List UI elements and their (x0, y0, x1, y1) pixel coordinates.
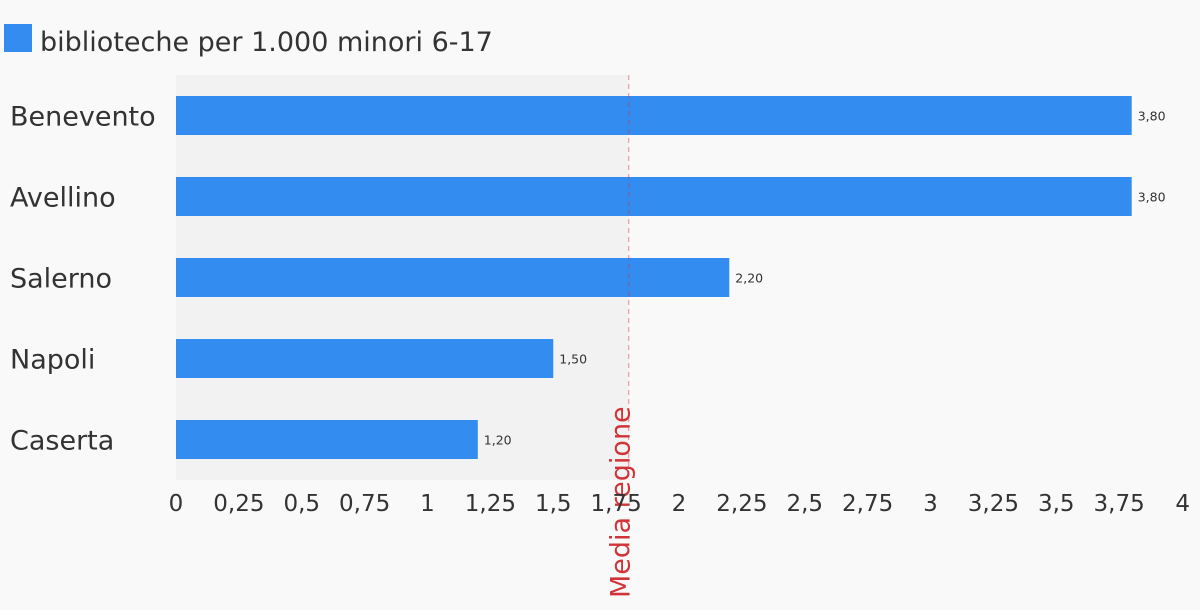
bar (176, 258, 730, 297)
x-tick-label: 3 (923, 491, 938, 517)
bars (176, 96, 1132, 459)
x-tick-label: 0,25 (213, 491, 264, 517)
x-axis-ticks: 0 0,25 0,5 0,75 1 1,25 1,5 1,75 2 2,25 2,5 2,75 3 3,2… (169, 491, 1190, 517)
x-tick-label: 3,5 (1038, 491, 1075, 517)
x-tick-label: 4 (1175, 491, 1190, 517)
x-tick-label: 1,75 (591, 491, 642, 517)
category-label: Benevento (10, 102, 156, 133)
data-label: 1,20 (484, 433, 512, 448)
bar (176, 177, 1132, 216)
x-tick-label: 2,75 (842, 491, 893, 517)
legend-swatch (4, 24, 32, 52)
category-labels: Benevento Avellino Salerno Napoli Caserta (10, 102, 156, 457)
x-tick-label: 3,75 (1094, 491, 1145, 517)
x-tick-label: 2 (672, 491, 687, 517)
bar (176, 339, 554, 378)
bar (176, 96, 1132, 135)
bar (176, 420, 478, 459)
data-label: 3,80 (1138, 109, 1166, 124)
data-label: 2,20 (735, 271, 763, 286)
x-tick-label: 1,25 (465, 491, 516, 517)
x-tick-label: 1,5 (535, 491, 572, 517)
x-tick-label: 2,5 (786, 491, 823, 517)
regional-average-label: Media regione (606, 406, 637, 598)
data-labels: 3,80 3,80 2,20 1,50 1,20 (484, 109, 1166, 448)
x-tick-label: 0 (169, 491, 184, 517)
x-tick-label: 3,25 (968, 491, 1019, 517)
x-tick-label: 0,75 (339, 491, 390, 517)
x-tick-label: 0,5 (283, 491, 320, 517)
x-tick-label: 1 (420, 491, 435, 517)
category-label: Napoli (10, 345, 95, 376)
legend-label: biblioteche per 1.000 minori 6-17 (40, 27, 493, 58)
legend: biblioteche per 1.000 minori 6-17 (4, 24, 493, 58)
category-label: Salerno (10, 264, 112, 295)
x-tick-label: 2,25 (716, 491, 767, 517)
data-label: 3,80 (1138, 190, 1166, 205)
data-label: 1,50 (559, 352, 587, 367)
category-label: Avellino (10, 183, 116, 214)
category-label: Caserta (10, 426, 114, 457)
